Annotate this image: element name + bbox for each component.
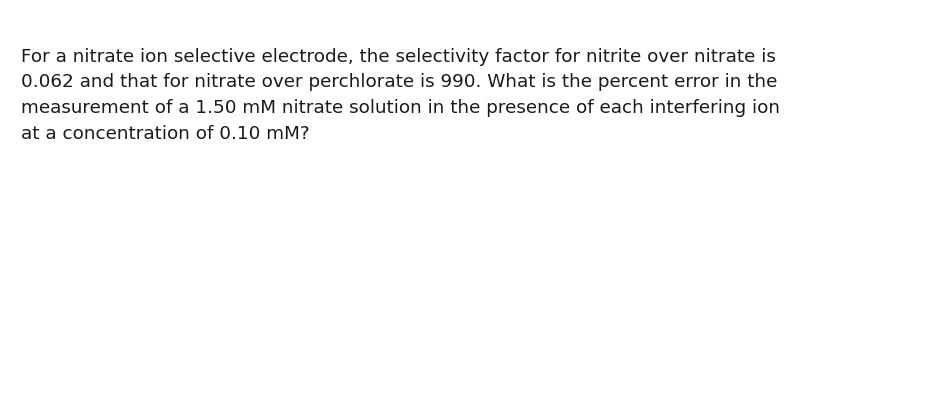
- Text: For a nitrate ion selective electrode, the selectivity factor for nitrite over n: For a nitrate ion selective electrode, t…: [21, 48, 780, 143]
